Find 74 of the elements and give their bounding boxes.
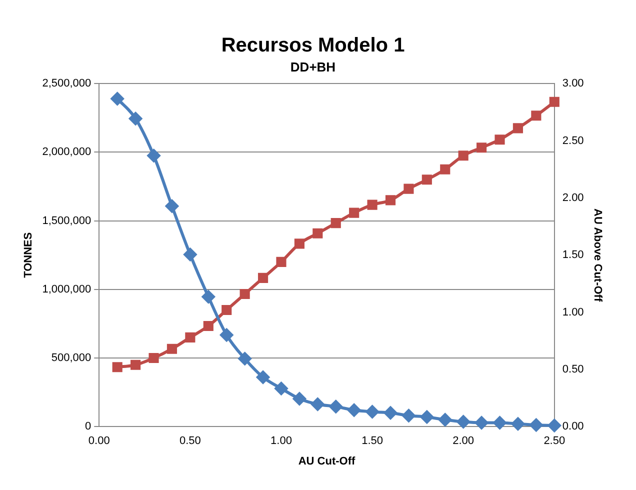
point [166,344,178,354]
point [438,413,452,426]
point [458,150,468,161]
point [112,362,122,372]
point [366,405,379,418]
point [185,332,196,342]
point [476,142,487,153]
point [531,110,542,121]
y-tick-label: 2,000,000 [42,146,92,158]
point [348,404,361,417]
point [184,248,197,262]
point [440,164,450,174]
y-tick-label: 0 [85,420,92,433]
point [294,238,304,249]
point [549,96,560,107]
point [129,112,142,126]
y-tick-label: 2,500,000 [42,78,92,90]
point [147,149,160,162]
point [511,417,524,430]
point [494,134,505,145]
point [384,406,397,420]
point [311,398,324,411]
x-tick-label: 2.50 [544,435,566,448]
y2-axis-title: AU Above Cut-Off [591,208,604,302]
point [165,200,178,213]
point [240,288,250,300]
point [367,200,378,210]
point [292,392,306,406]
point [258,272,268,283]
y-tick-label: 1,000,000 [42,283,92,296]
point [512,123,524,134]
point [312,228,323,238]
point [530,418,543,432]
point [274,382,288,395]
point [202,290,215,304]
y-axis-title: TONNES [22,232,35,278]
point [148,352,159,364]
point [203,320,214,332]
x-tick-label: 0.50 [179,435,201,448]
point [493,416,506,430]
y2-tick-label: 0.50 [562,363,584,376]
point [330,218,341,228]
point [220,328,234,342]
point [256,370,270,384]
y2-tick-label: 1.00 [562,306,584,318]
y-tick-label: 1,500,000 [42,214,92,227]
y2-tick-label: 3.00 [562,78,584,90]
chart-subtitle: DD+BH [290,59,336,74]
point [402,409,416,422]
point [238,352,252,366]
y2-tick-label: 2.00 [562,192,584,204]
x-tick-label: 2.00 [452,435,474,448]
y-tick-label: 500,000 [51,352,92,364]
point [548,419,561,432]
point [404,184,414,194]
point [456,415,470,428]
x-tick-label: 0.00 [88,435,110,448]
point [420,410,434,424]
x-tick-label: 1.00 [270,435,292,448]
point [349,208,360,218]
point [276,256,286,267]
x-axis-title: AU Cut-Off [298,455,356,468]
point [329,400,342,414]
point [110,92,124,106]
y2-tick-label: 2.50 [562,134,584,147]
x-tick-label: 1.50 [362,435,383,448]
point [475,416,488,430]
point [385,195,396,206]
y2-tick-label: 1.50 [562,249,584,262]
point [130,360,141,370]
point [222,304,232,316]
chart-title: Recursos Modelo 1 [221,34,405,57]
y2-tick-label: 0.00 [562,420,584,433]
point [422,174,432,185]
